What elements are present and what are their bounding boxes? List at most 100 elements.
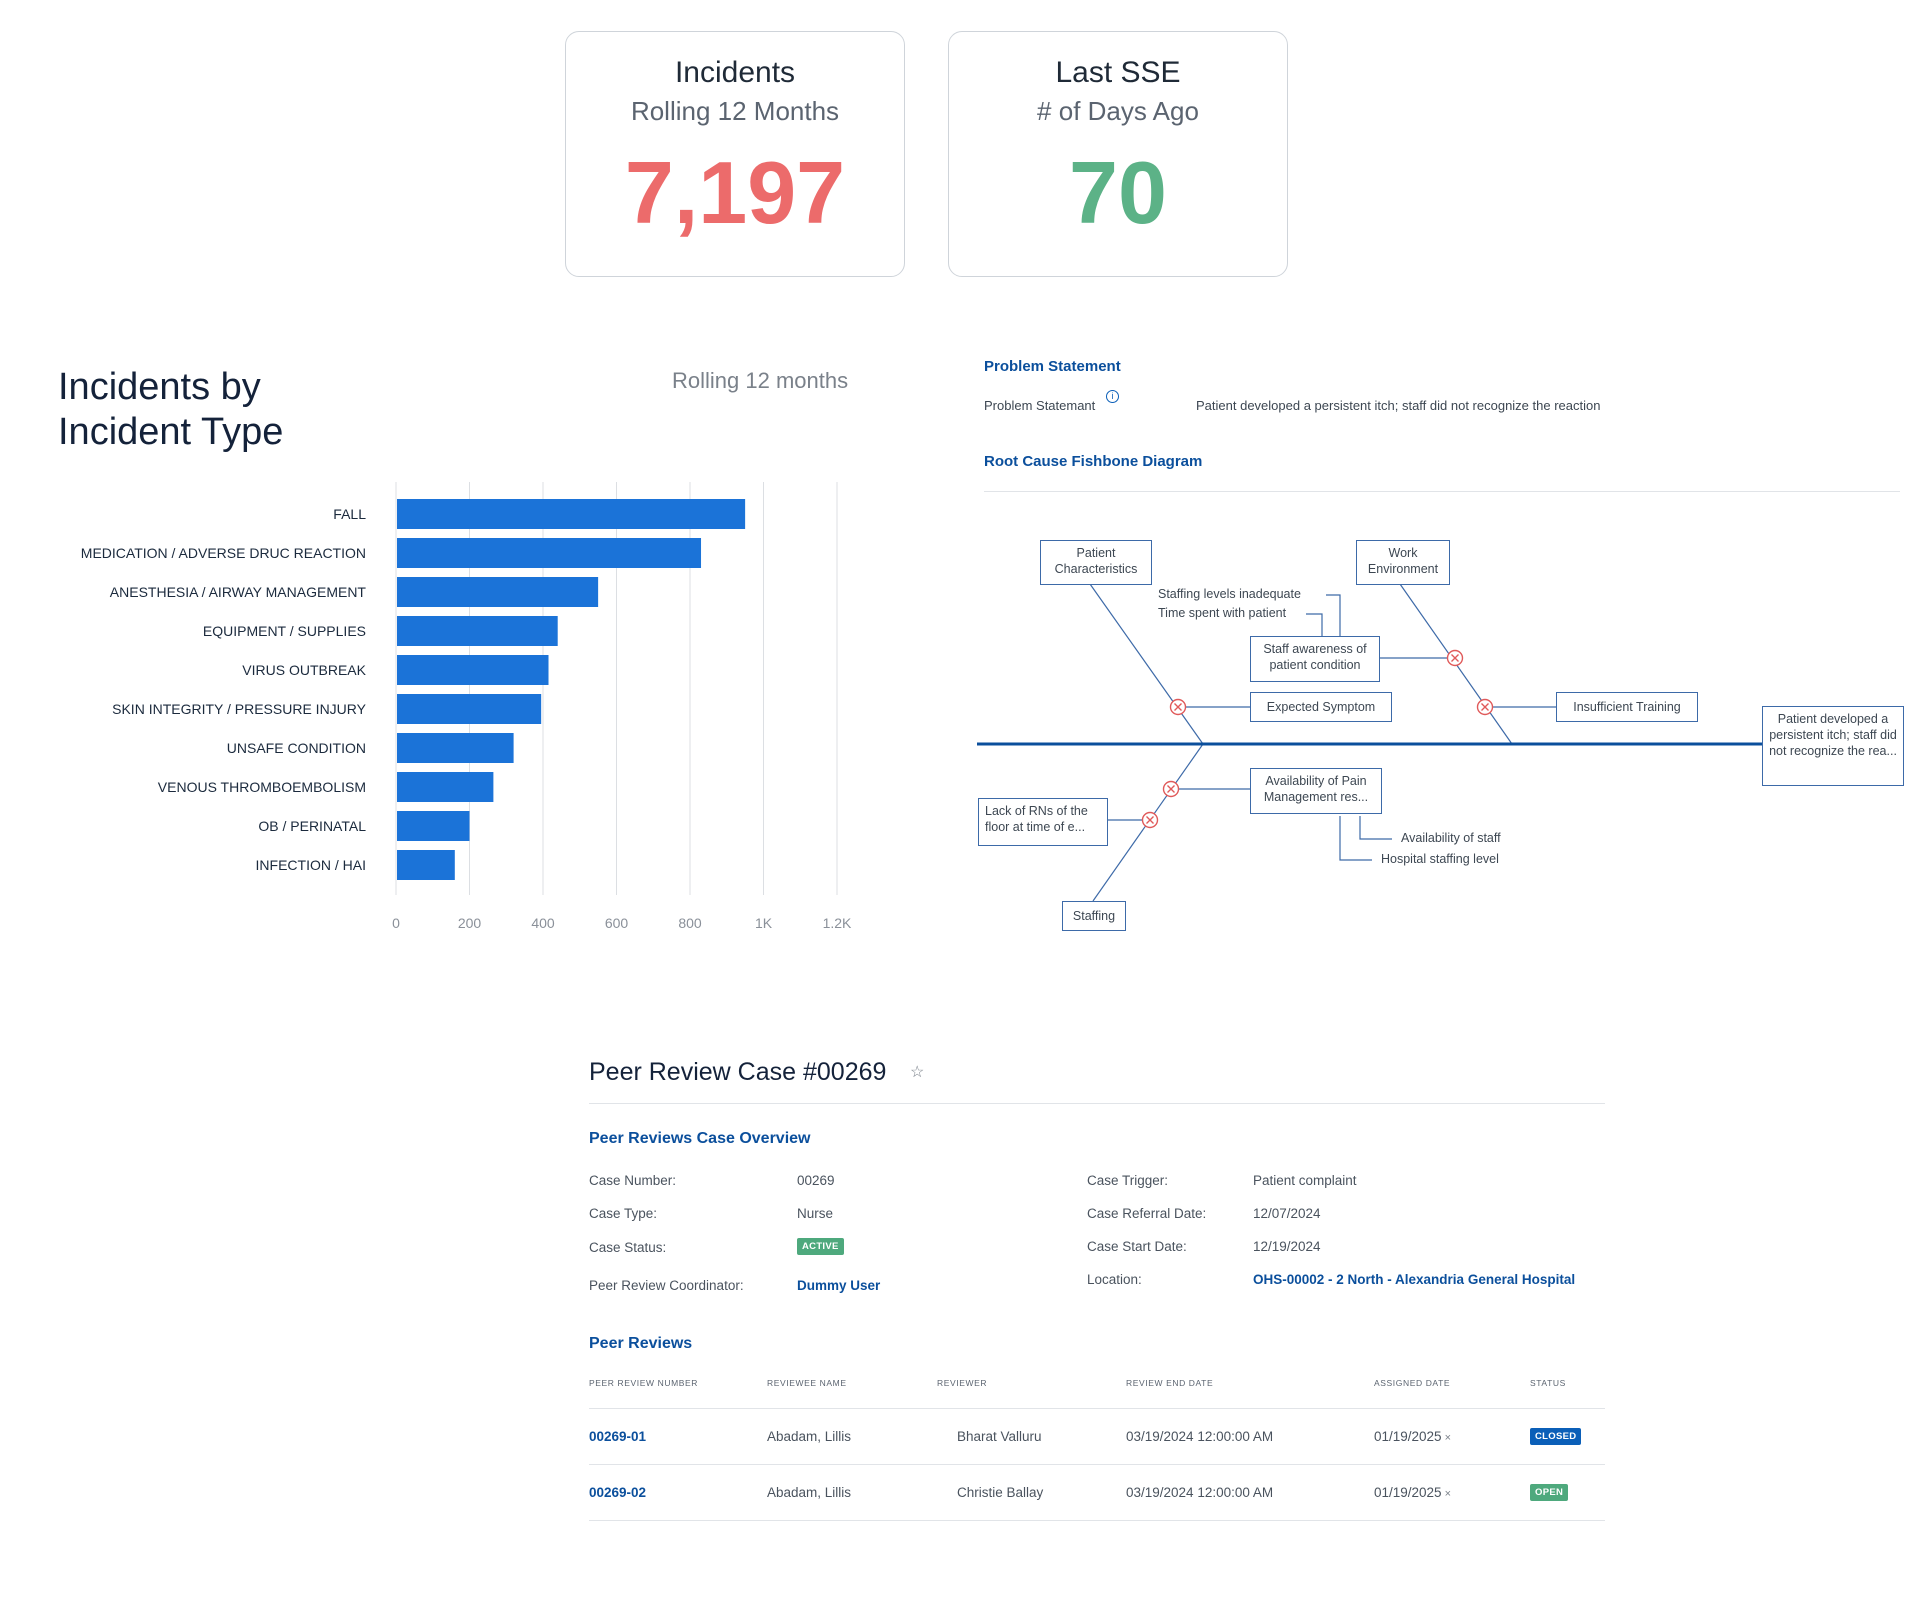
location-label: Location: — [1087, 1272, 1142, 1287]
location-link[interactable]: OHS-00002 - 2 North - Alexandria General… — [1253, 1272, 1576, 1287]
case-trigger-value: Patient complaint — [1253, 1173, 1357, 1188]
category-label: UNSAFE CONDITION — [227, 740, 366, 756]
cause-markers — [1141, 649, 1494, 829]
fishbone-category-staffing[interactable]: Staffing — [1062, 901, 1126, 931]
kpi-subtitle: # of Days Ago — [1037, 96, 1199, 126]
case-overview-heading: Peer Reviews Case Overview — [589, 1130, 811, 1147]
problem-statement-label: Problem Statemant — [984, 398, 1096, 413]
bar — [397, 733, 514, 763]
review-status-badge: CLOSED — [1530, 1428, 1582, 1445]
problem-statement-heading: Problem Statement — [984, 358, 1121, 375]
column-header[interactable]: REVIEWER — [937, 1378, 988, 1388]
case-type-value: Nurse — [797, 1206, 834, 1221]
table-divider — [589, 1520, 1605, 1521]
column-header[interactable]: ASSIGNED DATE — [1374, 1378, 1451, 1388]
assigned-date: 01/19/2025 × — [1374, 1485, 1451, 1500]
start-date-label: Case Start Date: — [1087, 1239, 1187, 1254]
assigned-date: 01/19/2025 × — [1374, 1429, 1451, 1444]
case-trigger-label: Case Trigger: — [1087, 1173, 1169, 1188]
x-marker-icon — [1162, 780, 1180, 798]
category-label: MEDICATION / ADVERSE DRUC REACTION — [81, 545, 366, 561]
sub-cause-availability-staff: Availability of staff — [1401, 831, 1501, 845]
case-number-label: Case Number: — [589, 1173, 677, 1188]
peer-review-number-link[interactable]: 00269-01 — [589, 1429, 647, 1444]
column-header[interactable]: REVIEWEE NAME — [767, 1378, 847, 1388]
bar — [397, 538, 702, 568]
category-label: OB / PERINATAL — [258, 818, 366, 834]
review-status-badge: OPEN — [1530, 1484, 1569, 1501]
category-label: INFECTION / HAI — [256, 857, 366, 873]
category-label: VENOUS THROMBOEMBOLISM — [158, 779, 366, 795]
fishbone-category-patient[interactable]: Patient Characteristics — [1040, 540, 1152, 585]
peer-reviews-heading: Peer Reviews — [589, 1335, 693, 1352]
case-number-value: 00269 — [797, 1173, 835, 1188]
case-type-label: Case Type: — [589, 1206, 658, 1221]
reviewer-name: Christie Ballay — [957, 1485, 1044, 1500]
fishbone-head[interactable]: Patient developed a persistent itch; sta… — [1762, 706, 1904, 786]
column-header[interactable]: STATUS — [1530, 1378, 1566, 1388]
start-date-value: 12/19/2024 — [1253, 1239, 1321, 1254]
chart-title: Incidents by Incident Type — [58, 366, 284, 453]
review-end-date: 03/19/2024 12:00:00 AM — [1126, 1429, 1274, 1444]
coordinator-link[interactable]: Dummy User — [797, 1278, 881, 1293]
x-tick-label: 1.2K — [823, 915, 852, 931]
category-label: ANESTHESIA / AIRWAY MANAGEMENT — [110, 584, 367, 600]
fishbone-cause-staff-awareness[interactable]: Staff awareness of patient condition — [1250, 636, 1380, 682]
close-icon[interactable]: × — [1444, 1488, 1452, 1500]
incident-type-bar-chart: 0 200 400 600 800 1K 1.2K FALL MEDICATION / ADVE… — [81, 482, 852, 931]
referral-date-value: 12/07/2024 — [1253, 1206, 1321, 1221]
reviewer-name: Bharat Valluru — [957, 1429, 1042, 1444]
bone-patient — [1089, 583, 1204, 745]
case-status-badge: ACTIVE — [797, 1238, 844, 1255]
kpi-card-incidents: Incidents Rolling 12 Months 7,197 — [565, 31, 905, 277]
bar — [397, 499, 746, 529]
title-divider — [589, 1103, 1605, 1104]
kpi-title: Incidents — [674, 56, 796, 89]
x-marker-icon — [1476, 698, 1494, 716]
bar — [397, 850, 455, 880]
category-label: VIRUS OUTBREAK — [242, 662, 366, 678]
category-label: EQUIPMENT / SUPPLIES — [203, 623, 366, 639]
bar — [397, 616, 558, 646]
sub-cause-staffing-levels: Staffing levels inadequate — [1158, 587, 1301, 601]
x-tick-label: 400 — [531, 915, 555, 931]
kpi-value: 7,197 — [624, 143, 846, 242]
x-marker-icon — [1169, 698, 1187, 716]
x-marker-icon — [1446, 649, 1464, 667]
peer-review-number-link[interactable]: 00269-02 — [589, 1485, 647, 1500]
fishbone-heading: Root Cause Fishbone Diagram — [984, 453, 1203, 470]
fishbone-category-lack-rns[interactable]: Lack of RNs of the floor at time of e... — [978, 798, 1108, 846]
assigned-date-value: 01/19/2025 — [1374, 1429, 1442, 1444]
x-tick-label: 1K — [755, 915, 773, 931]
reviewee-name: Abadam, Lillis — [767, 1485, 852, 1500]
category-label: SKIN INTEGRITY / PRESSURE INJURY — [112, 701, 367, 717]
star-icon[interactable]: ☆ — [910, 1064, 925, 1081]
reviewee-name: Abadam, Lillis — [767, 1429, 852, 1444]
case-status-label: Case Status: — [589, 1240, 667, 1255]
info-icon[interactable]: i — [1106, 390, 1119, 403]
kpi-title: Last SSE — [1055, 56, 1181, 89]
referral-date-label: Case Referral Date: — [1087, 1206, 1207, 1221]
x-tick-label: 0 — [392, 915, 400, 931]
table-divider — [589, 1464, 1605, 1465]
bar — [397, 811, 470, 841]
bar — [397, 577, 599, 607]
x-marker-icon — [1141, 811, 1159, 829]
close-icon[interactable]: × — [1444, 1432, 1452, 1444]
review-end-date: 03/19/2024 12:00:00 AM — [1126, 1485, 1274, 1500]
assigned-date-value: 01/19/2025 — [1374, 1485, 1442, 1500]
fishbone-diagram — [977, 583, 1762, 902]
bar — [397, 655, 549, 685]
column-header[interactable]: REVIEW END DATE — [1126, 1378, 1214, 1388]
fishbone-cause-expected-symptom[interactable]: Expected Symptom — [1250, 692, 1392, 722]
fishbone-category-work[interactable]: Work Environment — [1356, 540, 1450, 585]
sub-cause-time-spent: Time spent with patient — [1158, 606, 1287, 620]
kpi-value: 70 — [1069, 143, 1167, 242]
column-header[interactable]: PEER REVIEW NUMBER — [589, 1378, 699, 1388]
kpi-card-last-sse: Last SSE # of Days Ago 70 — [948, 31, 1288, 277]
table-divider — [589, 1408, 1605, 1409]
fishbone-cause-insufficient-training[interactable]: Insufficient Training — [1556, 692, 1698, 722]
x-tick-label: 600 — [605, 915, 629, 931]
bar — [397, 772, 494, 802]
fishbone-cause-pain-management[interactable]: Availability of Pain Management res... — [1250, 768, 1382, 814]
